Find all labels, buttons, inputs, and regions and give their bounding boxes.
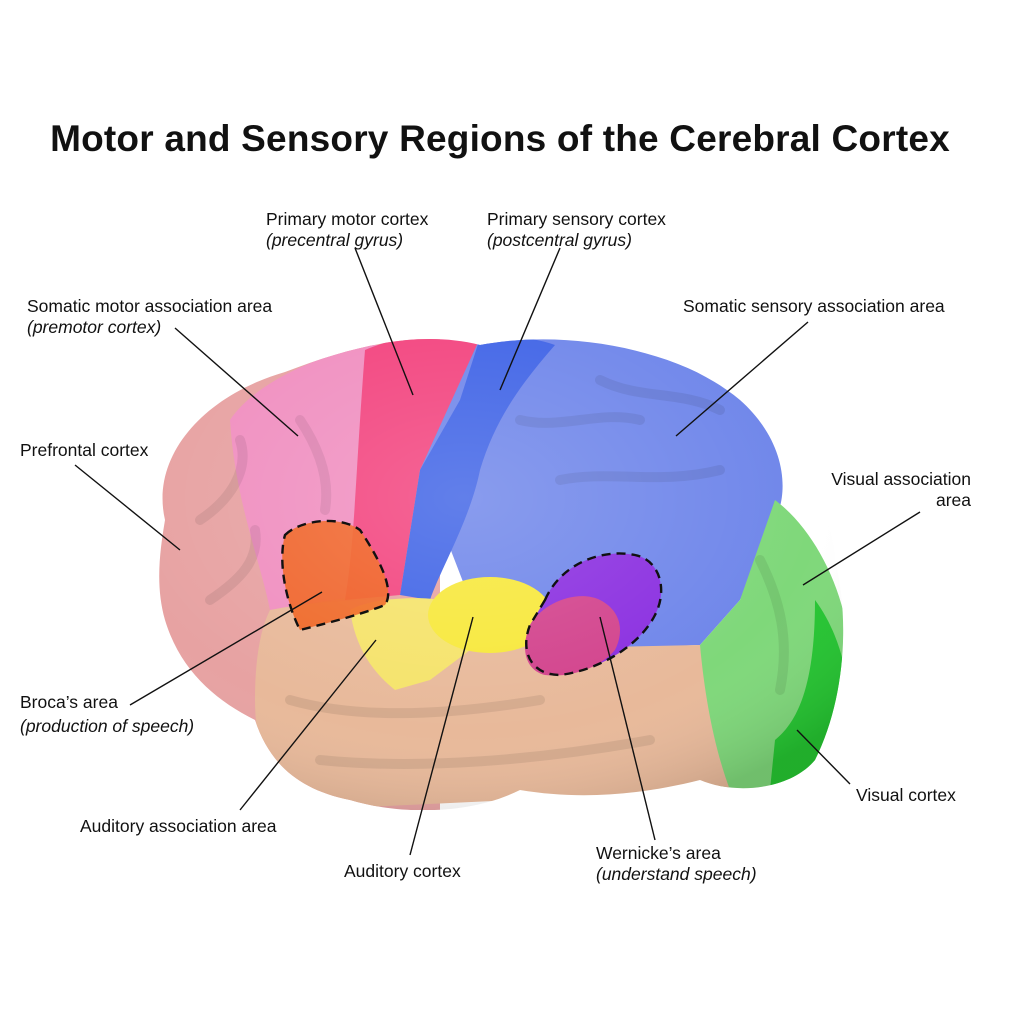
leader-primary-motor	[354, 247, 414, 396]
label-auditory-association: Auditory association area	[80, 816, 277, 837]
somatic-sensory-title: Somatic sensory association area	[683, 296, 945, 316]
leader-somatic-sensory	[675, 321, 809, 437]
leader-somatic-motor	[174, 327, 299, 437]
label-prefrontal: Prefrontal cortex	[20, 440, 148, 461]
auditory-association-title: Auditory association area	[80, 816, 277, 836]
broca-title: Broca’s area	[20, 692, 118, 712]
label-somatic-motor: Somatic motor association area (premotor…	[27, 296, 272, 338]
leader-prefrontal	[74, 464, 181, 551]
prefrontal-title: Prefrontal cortex	[20, 440, 149, 460]
primary-motor-subtitle: (precentral gyrus)	[266, 230, 404, 250]
leader-wernicke	[599, 616, 656, 841]
primary-sensory-subtitle: (postcentral gyrus)	[487, 230, 632, 250]
label-broca: Broca’s area (production of speech)	[20, 692, 194, 737]
leader-visual-association	[802, 511, 921, 586]
leader-broca	[129, 591, 323, 706]
somatic-motor-title: Somatic motor association area	[27, 296, 273, 316]
leader-auditory	[409, 616, 474, 856]
label-auditory: Auditory cortex	[344, 861, 461, 882]
label-wernicke: Wernicke’s area (understand speech)	[596, 843, 757, 885]
label-primary-motor: Primary motor cortex (precentral gyrus)	[266, 209, 428, 251]
label-primary-sensory: Primary sensory cortex (postcentral gyru…	[487, 209, 666, 251]
primary-motor-title: Primary motor cortex	[266, 209, 429, 229]
visual-association-subtitle: area	[935, 490, 971, 510]
auditory-title: Auditory cortex	[344, 861, 461, 881]
leader-visual	[796, 729, 851, 785]
broca-outline	[281, 519, 390, 632]
page-title: Motor and Sensory Regions of the Cerebra…	[50, 118, 950, 159]
leader-auditory-association	[239, 639, 377, 811]
leader-primary-sensory	[499, 247, 561, 391]
primary-sensory-title: Primary sensory cortex	[487, 209, 666, 229]
wernicke-title: Wernicke’s area	[596, 843, 721, 863]
wernicke-subtitle: (understand speech)	[596, 864, 757, 884]
wernicke-outline	[525, 552, 663, 677]
visual-title: Visual cortex	[856, 785, 956, 805]
shading-overlay	[159, 339, 844, 810]
somatic-motor-subtitle: (premotor cortex)	[27, 317, 162, 337]
label-somatic-sensory: Somatic sensory association area	[683, 296, 945, 317]
visual-association-title: Visual association	[831, 469, 971, 489]
label-visual: Visual cortex	[856, 785, 956, 806]
label-visual-association: Visual association area	[800, 469, 971, 511]
leader-lines	[74, 247, 921, 856]
broca-subtitle: (production of speech)	[20, 716, 195, 736]
